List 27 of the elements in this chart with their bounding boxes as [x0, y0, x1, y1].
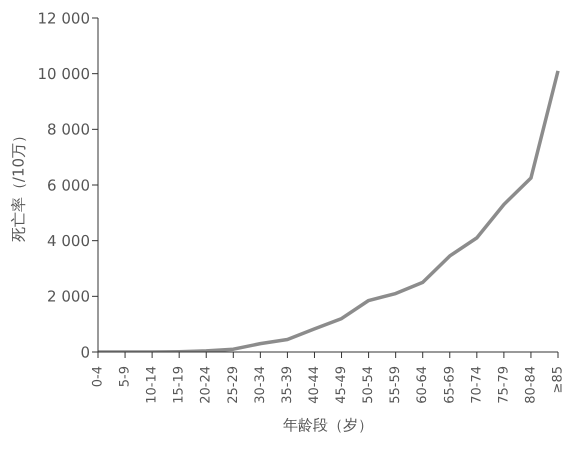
- x-tick-label: 65-69: [442, 366, 458, 404]
- x-tick-label: 80-84: [523, 366, 538, 404]
- y-tick-label: 2 000: [47, 288, 90, 306]
- x-tick-label: 25-29: [226, 366, 241, 404]
- x-tick-label: 40-44: [306, 366, 322, 404]
- x-tick-label: 35-39: [280, 366, 295, 404]
- x-axis-title: 年龄段（岁）: [283, 416, 373, 434]
- x-tick-label: 60-64: [415, 366, 430, 404]
- x-tick-label: 10-14: [144, 366, 160, 404]
- x-tick-label: ≥85: [550, 366, 566, 394]
- x-tick-label: 75-79: [496, 366, 512, 404]
- y-tick-label: 6 000: [47, 176, 90, 194]
- y-tick-label: 8 000: [47, 120, 90, 139]
- x-tick-label: 45-49: [334, 366, 350, 404]
- x-tick-label: 5-9: [118, 366, 133, 388]
- y-tick-label: 0: [80, 343, 90, 362]
- y-tick-label: 10 000: [38, 64, 90, 83]
- y-tick-label: 4 000: [47, 232, 90, 250]
- x-tick-label: 50-54: [361, 366, 376, 404]
- x-tick-label: 15-19: [172, 366, 187, 404]
- x-tick-label: 0-4: [90, 366, 106, 388]
- y-tick-label: 12 000: [38, 9, 90, 28]
- x-tick-label: 20-24: [198, 366, 214, 404]
- x-tick-label: 55-59: [388, 366, 404, 404]
- x-tick-label: 30-34: [252, 366, 268, 404]
- y-axis-title: 死亡率（/10万）: [9, 128, 28, 242]
- x-tick-label: 70-74: [469, 366, 484, 404]
